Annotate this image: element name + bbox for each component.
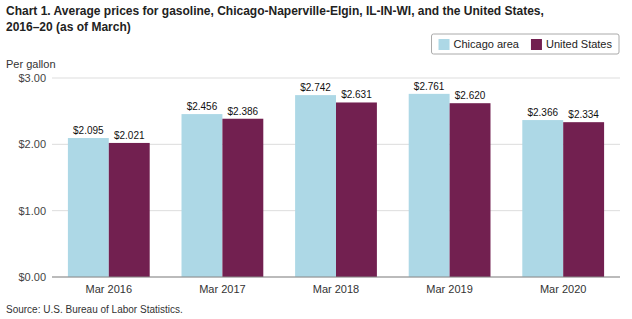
data-label: $2.334 <box>568 109 599 120</box>
data-labels: $2.095 $2.456 $2.742 $2.761 $2.366 $2.021 $2.3… <box>73 81 599 141</box>
background <box>0 0 632 319</box>
title: Chart 1. Average prices for gasoline, Ch… <box>6 4 544 18</box>
grid-line <box>52 78 620 79</box>
legend-frame <box>432 34 619 54</box>
legend-swatch <box>531 39 542 50</box>
legend: Chicago area United States <box>432 34 619 54</box>
legend-entry: United States <box>546 38 613 50</box>
x-tick-label: Mar 2017 <box>199 283 245 295</box>
y-tick-label: $1.00 <box>18 205 46 217</box>
y-tick-label: $2.00 <box>18 138 46 150</box>
source: Source: U.S. Bureau of Labor Statistics. <box>6 304 183 315</box>
data-label: $2.456 <box>187 101 218 112</box>
bar <box>222 119 263 277</box>
bar <box>109 143 150 277</box>
legend-swatch <box>439 39 450 50</box>
grid-line <box>52 277 620 278</box>
data-label: $2.761 <box>414 81 445 92</box>
data-label: $2.366 <box>527 107 558 118</box>
data-label: $2.631 <box>341 89 372 100</box>
bar <box>522 120 563 277</box>
x-tick-label: Mar 2020 <box>540 283 586 295</box>
bars <box>68 94 604 277</box>
bar <box>68 138 109 277</box>
bar <box>409 94 450 277</box>
bar <box>450 103 491 277</box>
x-tick-label: Mar 2019 <box>426 283 472 295</box>
bar <box>182 114 223 277</box>
legend-entry: Chicago area <box>454 38 520 50</box>
grid <box>52 78 620 277</box>
data-label: $2.095 <box>73 125 104 136</box>
chart: Chart 1. Average prices for gasoline, Ch… <box>0 0 632 319</box>
y-tick-label: $3.00 <box>18 72 46 84</box>
data-label: $2.742 <box>300 82 331 93</box>
y-axis-label: Per gallon <box>6 58 56 70</box>
bar <box>295 95 336 277</box>
data-label: $2.386 <box>228 106 259 117</box>
y-tick-label: $0.00 <box>18 271 46 283</box>
x-tick-label: Mar 2018 <box>313 283 359 295</box>
x-tick-label: Mar 2016 <box>86 283 132 295</box>
data-label: $2.620 <box>455 90 486 101</box>
subtitle: 2016–20 (as of March) <box>6 20 131 34</box>
bar <box>336 102 377 277</box>
x-axis-line <box>52 277 620 278</box>
bar <box>563 122 604 277</box>
data-label: $2.021 <box>114 130 145 141</box>
